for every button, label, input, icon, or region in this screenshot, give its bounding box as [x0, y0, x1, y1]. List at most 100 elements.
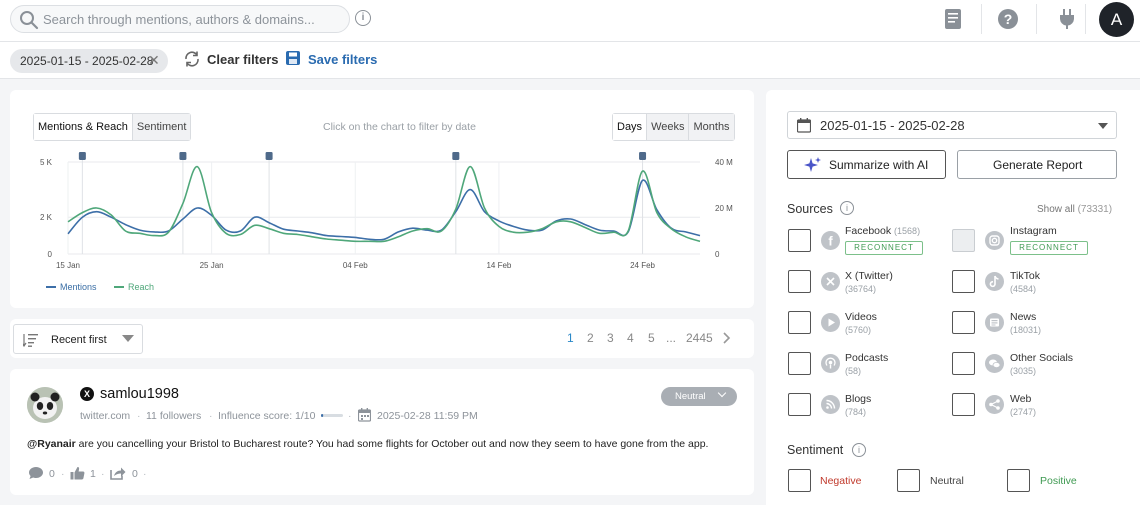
sources-info-icon[interactable]: i	[840, 201, 854, 215]
comment-icon[interactable]	[28, 466, 44, 480]
book-icon[interactable]	[941, 7, 965, 31]
x-tick-label: 25 Jan	[200, 261, 224, 270]
show-all-sources-link[interactable]: Show all (73331)	[1037, 204, 1112, 215]
checkbox-facebook[interactable]	[788, 229, 811, 252]
facebook-icon: f	[821, 231, 840, 250]
stat-separator: ·	[101, 468, 105, 480]
series-line-mentions	[67, 179, 701, 241]
sort-list-icon	[23, 334, 38, 347]
x-twitter-icon	[821, 272, 840, 291]
instagram-reconnect-button[interactable]: RECONNECT	[1010, 241, 1088, 255]
generate-report-label: Generate Report	[993, 158, 1083, 172]
source-name-x-twitter: X (Twitter)	[845, 270, 893, 282]
page-last[interactable]: 2445	[686, 331, 713, 345]
author-name[interactable]: samlou1998	[100, 386, 179, 402]
mention-handle[interactable]: @Ryanair	[27, 438, 76, 450]
divider	[1085, 4, 1086, 34]
summarize-ai-button[interactable]: Summarize with AI	[787, 150, 946, 179]
sentiment-label-neutral: Neutral	[930, 475, 964, 487]
event-marker	[179, 152, 187, 160]
event-marker	[639, 152, 647, 160]
tab-sentiment[interactable]: Sentiment	[131, 114, 191, 140]
tab-days[interactable]: Days	[613, 114, 647, 140]
podcast-icon	[821, 354, 840, 373]
checkbox-tiktok[interactable]	[952, 270, 975, 293]
tab-months[interactable]: Months	[688, 114, 734, 140]
source-count-blogs: (784)	[845, 407, 867, 417]
stat-separator: ·	[143, 468, 147, 480]
date-range-chip[interactable]: 2025-01-15 - 2025-02-28 ✕	[10, 49, 168, 73]
chevron-down-icon	[122, 335, 134, 342]
source-name-tiktok: TikTok	[1010, 270, 1040, 282]
checkbox-videos[interactable]	[788, 311, 811, 334]
search-icon	[20, 11, 39, 30]
newspaper-icon	[985, 313, 1004, 332]
page-4[interactable]: 4	[627, 331, 634, 345]
page-1[interactable]: 1	[567, 331, 574, 345]
tiktok-icon	[985, 272, 1004, 291]
date-range-select[interactable]: 2025-01-15 - 2025-02-28	[787, 111, 1117, 139]
checkbox-positive[interactable]	[1007, 469, 1030, 492]
search-info-icon[interactable]: i	[355, 10, 371, 26]
top-bar: i ? A	[0, 0, 1140, 42]
source-count-videos: (5760)	[845, 325, 872, 335]
mention-card[interactable]: X samlou1998 twitter.com · 11 followers …	[10, 369, 754, 495]
close-icon[interactable]: ✕	[148, 52, 160, 68]
checkbox-podcasts[interactable]	[788, 352, 811, 375]
search-box[interactable]	[10, 5, 350, 33]
sort-dropdown[interactable]: Recent first	[13, 324, 143, 354]
sentiment-info-icon[interactable]: i	[852, 443, 866, 457]
filters-panel: 2025-01-15 - 2025-02-28 Summarize with A…	[766, 90, 1140, 505]
chart-hint: Click on the chart to filter by date	[323, 121, 476, 133]
checkbox-neutral[interactable]	[897, 469, 920, 492]
mention-text: @Ryanair are you cancelling your Bristol…	[27, 438, 708, 450]
page-2[interactable]: 2	[587, 331, 594, 345]
mentions-reach-chart[interactable]: 0 2 K 5 K 0 20 M 40 M 15 Jan 25 Jan 04 Feb 14 Feb…	[10, 152, 754, 282]
mention-domain[interactable]: twitter.com	[80, 410, 131, 422]
source-name-instagram: Instagram	[1010, 225, 1057, 237]
help-icon[interactable]: ?	[996, 7, 1020, 31]
thumbs-up-icon[interactable]	[70, 466, 85, 480]
share-arrow-icon[interactable]	[110, 466, 126, 480]
checkbox-negative[interactable]	[788, 469, 811, 492]
y-right-tick-label: 20 M	[715, 204, 733, 213]
y-left-tick-label: 5 K	[40, 158, 53, 167]
series-line-reach	[67, 165, 701, 243]
clear-filters-label: Clear filters	[207, 52, 279, 67]
checkbox-news[interactable]	[952, 311, 975, 334]
checkbox-other-socials[interactable]	[952, 352, 975, 375]
search-input[interactable]	[43, 9, 343, 29]
legend-item-mentions[interactable]: Mentions	[46, 282, 97, 292]
sentiment-dropdown[interactable]: Neutral	[661, 387, 737, 406]
sources-title: Sources	[787, 202, 833, 216]
like-count: 1	[90, 468, 96, 480]
tab-mentions-reach[interactable]: Mentions & Reach	[34, 114, 132, 140]
share-count: 0	[132, 468, 138, 480]
calendar-icon	[797, 118, 811, 133]
checkbox-blogs[interactable]	[788, 393, 811, 416]
legend-item-reach[interactable]: Reach	[114, 282, 154, 292]
x-twitter-icon: X	[80, 387, 94, 401]
plug-icon[interactable]	[1055, 7, 1079, 31]
generate-report-button[interactable]: Generate Report	[957, 150, 1117, 179]
page-3[interactable]: 3	[607, 331, 614, 345]
legend-label-reach: Reach	[128, 282, 155, 292]
source-name-blogs: Blogs	[845, 393, 872, 405]
source-name-facebook: Facebook (1568)	[845, 225, 921, 237]
source-name-videos: Videos	[845, 311, 877, 323]
facebook-reconnect-button[interactable]: RECONNECT	[845, 241, 923, 255]
sentiment-title: Sentiment	[787, 443, 844, 457]
divider	[1036, 4, 1037, 34]
event-marker	[265, 152, 273, 160]
chevron-right-icon[interactable]	[722, 332, 732, 344]
y-left-tick-label: 0	[48, 250, 53, 259]
checkbox-x-twitter[interactable]	[788, 270, 811, 293]
tab-weeks[interactable]: Weeks	[646, 114, 689, 140]
page-5[interactable]: 5	[648, 331, 655, 345]
checkbox-web[interactable]	[952, 393, 975, 416]
source-name-web: Web	[1010, 393, 1032, 405]
author-avatar[interactable]	[27, 387, 63, 423]
source-name-podcasts: Podcasts	[845, 352, 889, 364]
meta-separator: ·	[137, 410, 141, 422]
user-avatar[interactable]: A	[1099, 2, 1134, 37]
